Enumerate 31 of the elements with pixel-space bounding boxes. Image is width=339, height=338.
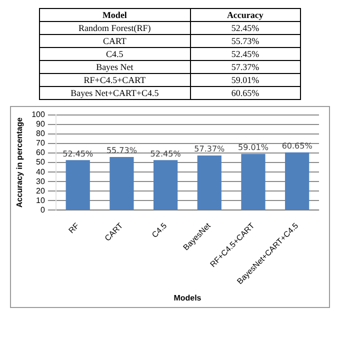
text: Model [39, 8, 190, 22]
text: C4.5 [39, 48, 190, 60]
y-tick-label: 70 [36, 138, 45, 148]
y-tick-label: 10 [36, 196, 45, 205]
text: 57.37% [190, 60, 300, 74]
y-tick-label: 40 [36, 167, 45, 176]
y-tick-label: 80 [36, 129, 45, 138]
y-tick-label: 90 [36, 120, 45, 129]
y-tick-label: 60 [36, 148, 45, 158]
text: 60.65% [190, 86, 300, 100]
y-tick-label: 100 [31, 110, 45, 120]
x-axis-title: Models [173, 293, 202, 302]
text: 55.73% [190, 34, 300, 48]
y-tick-label: 50 [36, 158, 45, 167]
y-tick-label: 30 [36, 176, 45, 186]
text: CART [39, 34, 190, 48]
text: 59.01% [190, 74, 300, 86]
text: 52.45% [190, 48, 300, 60]
text: Bayes Net+CART+C4.5 [39, 86, 190, 100]
data-label: 60.65% [281, 141, 312, 150]
data-label: 59.01% [237, 142, 268, 152]
text: RF+C4.5+CART [39, 74, 190, 86]
text: Accuracy [190, 8, 300, 22]
text: 52.45% [190, 22, 300, 34]
text: Bayes Net [39, 60, 190, 74]
y-tick-label: 20 [36, 186, 45, 196]
data-label: 57.37% [194, 144, 225, 154]
text: Random Forest(RF) [39, 22, 190, 34]
y-tick-label: 0 [40, 205, 45, 214]
y-axis-title: Accuracy in percentage [14, 116, 24, 208]
x-tick-label: RF [66, 221, 80, 236]
